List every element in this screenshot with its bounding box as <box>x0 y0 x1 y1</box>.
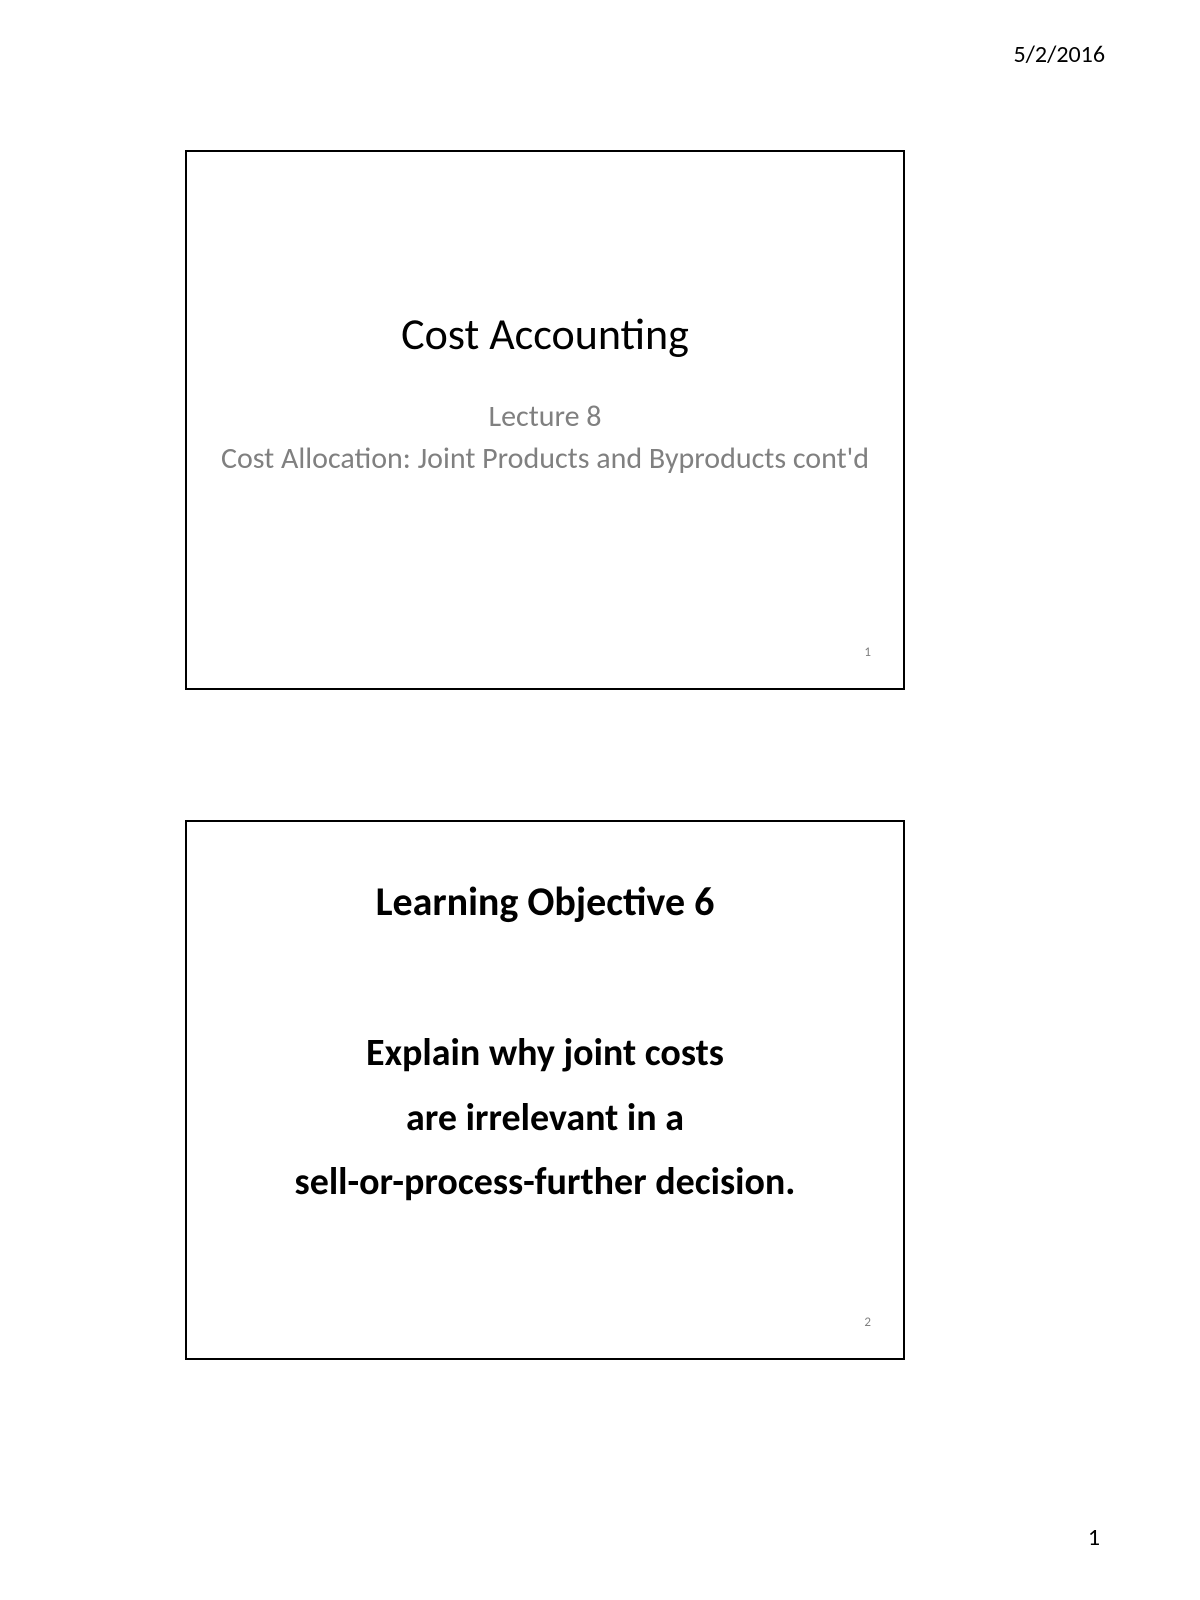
slide2-heading: Learning Objective 6 <box>376 877 715 926</box>
slide-1: Cost Accounting Lecture 8 Cost Allocatio… <box>185 150 905 690</box>
slide2-number: 2 <box>864 1315 871 1330</box>
slide2-body-line3: sell-or-process-further decision. <box>295 1150 796 1215</box>
slide1-number: 1 <box>864 645 871 660</box>
page-number: 1 <box>1088 1523 1100 1552</box>
slide2-body-line2: are irrelevant in a <box>295 1086 796 1151</box>
slide1-subtitle: Lecture 8 Cost Allocation: Joint Product… <box>221 396 869 480</box>
header-date: 5/2/2016 <box>1013 40 1105 69</box>
slide1-title: Cost Accounting <box>401 307 689 361</box>
slide1-subtitle-line2: Cost Allocation: Joint Products and Bypr… <box>221 438 869 480</box>
slide1-subtitle-line1: Lecture 8 <box>221 396 869 438</box>
slide2-body-line1: Explain why joint costs <box>295 1021 796 1086</box>
slide-2: Learning Objective 6 Explain why joint c… <box>185 820 905 1360</box>
slide2-body: Explain why joint costs are irrelevant i… <box>295 1021 796 1215</box>
